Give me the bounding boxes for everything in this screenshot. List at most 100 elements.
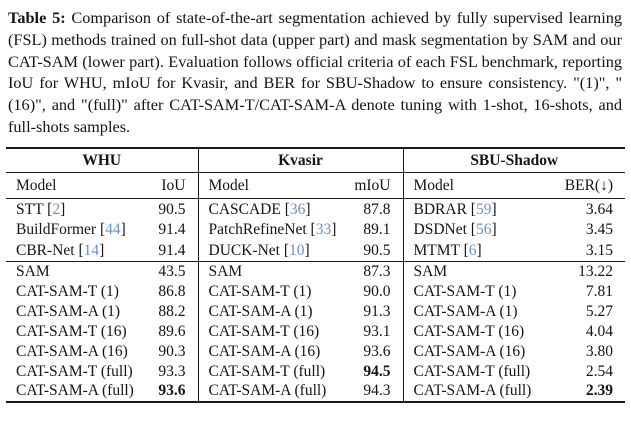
model-cell: CAT-SAM-T (1) bbox=[402, 281, 552, 302]
model-name: STT bbox=[16, 200, 44, 218]
metric-value: 90.5 bbox=[363, 242, 391, 260]
column-header-row: Model IoU Model mIoU Model BER(↓) bbox=[6, 172, 625, 200]
column-header-model-whu: Model bbox=[6, 172, 137, 200]
model-cell: BuildFormer [44] bbox=[16, 221, 126, 239]
model-cell: CAT-SAM-A (16) bbox=[402, 341, 552, 362]
model-name: CAT-SAM-A (full) bbox=[208, 382, 327, 400]
metric-value: 3.64 bbox=[585, 200, 613, 218]
model-cell: CASCADE [36] bbox=[197, 198, 337, 220]
table-row: CAT-SAM-T (full) 93.3 CAT-SAM-T (full) 94.5… bbox=[6, 361, 625, 382]
metric-value: 91.3 bbox=[363, 302, 391, 320]
model-name: SAM bbox=[208, 263, 243, 281]
model-cell: CAT-SAM-T (full) bbox=[402, 361, 552, 382]
metric-value: 87.3 bbox=[337, 261, 403, 282]
metric-value: 3.45 bbox=[585, 221, 613, 239]
model-cell: MTMT [6] bbox=[402, 240, 552, 262]
table-caption-label: Table 5: bbox=[8, 8, 66, 27]
model-name: CAT-SAM-T (16) bbox=[16, 322, 127, 340]
metric-value: 2.39 bbox=[552, 381, 625, 403]
citation-link[interactable]: 33 bbox=[315, 221, 332, 239]
column-header-iou: IoU bbox=[137, 172, 198, 200]
model-cell: CAT-SAM-T (full) bbox=[197, 361, 337, 382]
metric-value: 91.4 bbox=[158, 221, 186, 239]
model-name: CAT-SAM-A (full) bbox=[413, 382, 532, 400]
model-name: CAT-SAM-T (full) bbox=[16, 362, 133, 380]
model-cell: CAT-SAM-A (full) bbox=[197, 381, 337, 403]
model-name: DUCK-Net bbox=[208, 242, 280, 260]
table-caption: Table 5: Comparison of state-of-the-art … bbox=[8, 7, 622, 138]
model-name: CAT-SAM-T (16) bbox=[208, 322, 320, 340]
citation-link[interactable]: 36 bbox=[289, 200, 306, 218]
citation-link[interactable]: 44 bbox=[105, 221, 121, 239]
model-cell: PatchRefineNet [33] bbox=[197, 219, 337, 241]
column-header-model-sbu: Model bbox=[402, 172, 552, 200]
model-name: CAT-SAM-A (1) bbox=[16, 302, 121, 320]
table-row: STT [2] 90.5 CASCADE [36] 87.8 BDRAR [59] 3.6… bbox=[6, 198, 625, 220]
column-header-ber: BER(↓) bbox=[552, 172, 625, 200]
model-name: CAT-SAM-T (full) bbox=[413, 362, 531, 380]
table-row: CBR-Net [14] 91.4 DUCK-Net [10] 90.5 MTMT [6… bbox=[6, 240, 625, 262]
model-name: CAT-SAM-A (1) bbox=[208, 302, 313, 320]
metric-value: 3.15 bbox=[585, 242, 613, 260]
table-caption-body: Comparison of state-of-the-art segmentat… bbox=[8, 8, 622, 136]
metric-value: 86.8 bbox=[158, 282, 186, 300]
table-row: CAT-SAM-A (full) 93.6 CAT-SAM-A (full) 94.3… bbox=[6, 381, 625, 403]
model-name: CBR-Net bbox=[16, 242, 75, 260]
metric-value: 7.81 bbox=[585, 282, 613, 300]
model-cell: STT [2] bbox=[16, 200, 66, 218]
model-name: CAT-SAM-T (1) bbox=[16, 282, 119, 300]
citation-link[interactable]: 2 bbox=[52, 200, 61, 218]
citation-link[interactable]: 10 bbox=[289, 242, 305, 260]
metric-value: 4.04 bbox=[585, 322, 613, 340]
metric-value: 94.5 bbox=[363, 362, 391, 380]
model-name: PatchRefineNet bbox=[208, 221, 307, 239]
metric-value: 2.54 bbox=[585, 362, 613, 380]
citation-link[interactable]: 59 bbox=[475, 200, 492, 218]
citation-link[interactable]: 6 bbox=[468, 242, 477, 260]
citation-link[interactable]: 14 bbox=[83, 242, 100, 260]
model-name: BuildFormer bbox=[16, 221, 97, 239]
model-name: SAM bbox=[16, 263, 50, 281]
metric-value: 13.22 bbox=[552, 261, 625, 282]
model-cell: BDRAR [59] bbox=[402, 198, 552, 220]
model-cell: CAT-SAM-A (1) bbox=[402, 301, 552, 322]
model-name: CAT-SAM-T (1) bbox=[413, 282, 517, 300]
table-body: STT [2] 90.5 CASCADE [36] 87.8 BDRAR [59] 3.6… bbox=[6, 198, 625, 403]
metric-value: 90.3 bbox=[158, 342, 186, 360]
table-row: BuildFormer [44] 91.4 PatchRefineNet [33] 8… bbox=[6, 219, 625, 241]
metric-value: 90.0 bbox=[363, 282, 391, 300]
metric-value: 93.3 bbox=[158, 362, 186, 380]
model-cell: CAT-SAM-T (full) bbox=[6, 362, 137, 382]
model-cell: SAM bbox=[402, 261, 552, 282]
model-cell: CAT-SAM-A (16) bbox=[197, 341, 337, 362]
model-cell: CAT-SAM-A (full) bbox=[6, 381, 137, 403]
model-name: MTMT bbox=[413, 242, 460, 260]
model-name: CAT-SAM-T (1) bbox=[208, 282, 312, 300]
model-name: CAT-SAM-A (16) bbox=[208, 342, 321, 360]
model-name: CAT-SAM-A (16) bbox=[16, 342, 128, 360]
metric-value: 87.8 bbox=[363, 200, 391, 218]
metric-value: 93.6 bbox=[363, 342, 391, 360]
model-name: SAM bbox=[413, 263, 448, 281]
model-cell: DSDNet [56] bbox=[402, 219, 552, 241]
model-name: BDRAR bbox=[413, 200, 467, 218]
table-row: CAT-SAM-A (16) 90.3 CAT-SAM-A (16) 93.6 CAT-… bbox=[6, 341, 625, 362]
model-cell: SAM bbox=[6, 261, 137, 282]
metric-value: 89.1 bbox=[363, 221, 391, 239]
metric-value: 88.2 bbox=[158, 302, 186, 320]
citation-link[interactable]: 56 bbox=[475, 221, 492, 239]
metric-value: 43.5 bbox=[137, 261, 198, 282]
model-name: CAT-SAM-A (1) bbox=[413, 302, 518, 320]
group-header-whu: WHU bbox=[6, 146, 198, 174]
model-cell: CAT-SAM-T (1) bbox=[6, 282, 137, 302]
metric-value: 91.4 bbox=[158, 242, 186, 260]
column-header-miou: mIoU bbox=[337, 172, 403, 200]
metric-value: 93.6 bbox=[137, 381, 198, 403]
model-name: CAT-SAM-A (16) bbox=[413, 342, 526, 360]
page: { "caption": { "label": "Table 5:", "bod… bbox=[0, 7, 631, 421]
results-table: WHU Kvasir SBU-Shadow Model IoU Model mI… bbox=[6, 146, 625, 403]
column-header-model-kvasir: Model bbox=[197, 172, 337, 200]
metric-value: 94.3 bbox=[337, 381, 403, 403]
group-header-sbu-shadow: SBU-Shadow bbox=[402, 146, 625, 174]
metric-value: 93.1 bbox=[363, 322, 391, 340]
